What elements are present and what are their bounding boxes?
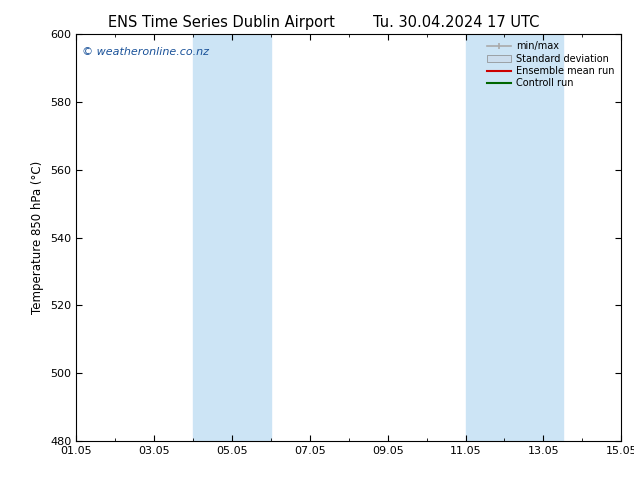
Text: Tu. 30.04.2024 17 UTC: Tu. 30.04.2024 17 UTC bbox=[373, 15, 540, 30]
Legend: min/max, Standard deviation, Ensemble mean run, Controll run: min/max, Standard deviation, Ensemble me… bbox=[485, 39, 616, 90]
Y-axis label: Temperature 850 hPa (°C): Temperature 850 hPa (°C) bbox=[32, 161, 44, 314]
Bar bbox=[465, 34, 505, 441]
Text: © weatheronline.co.nz: © weatheronline.co.nz bbox=[82, 47, 209, 56]
Bar bbox=[505, 34, 563, 441]
Bar bbox=[193, 34, 271, 441]
Text: ENS Time Series Dublin Airport: ENS Time Series Dublin Airport bbox=[108, 15, 335, 30]
